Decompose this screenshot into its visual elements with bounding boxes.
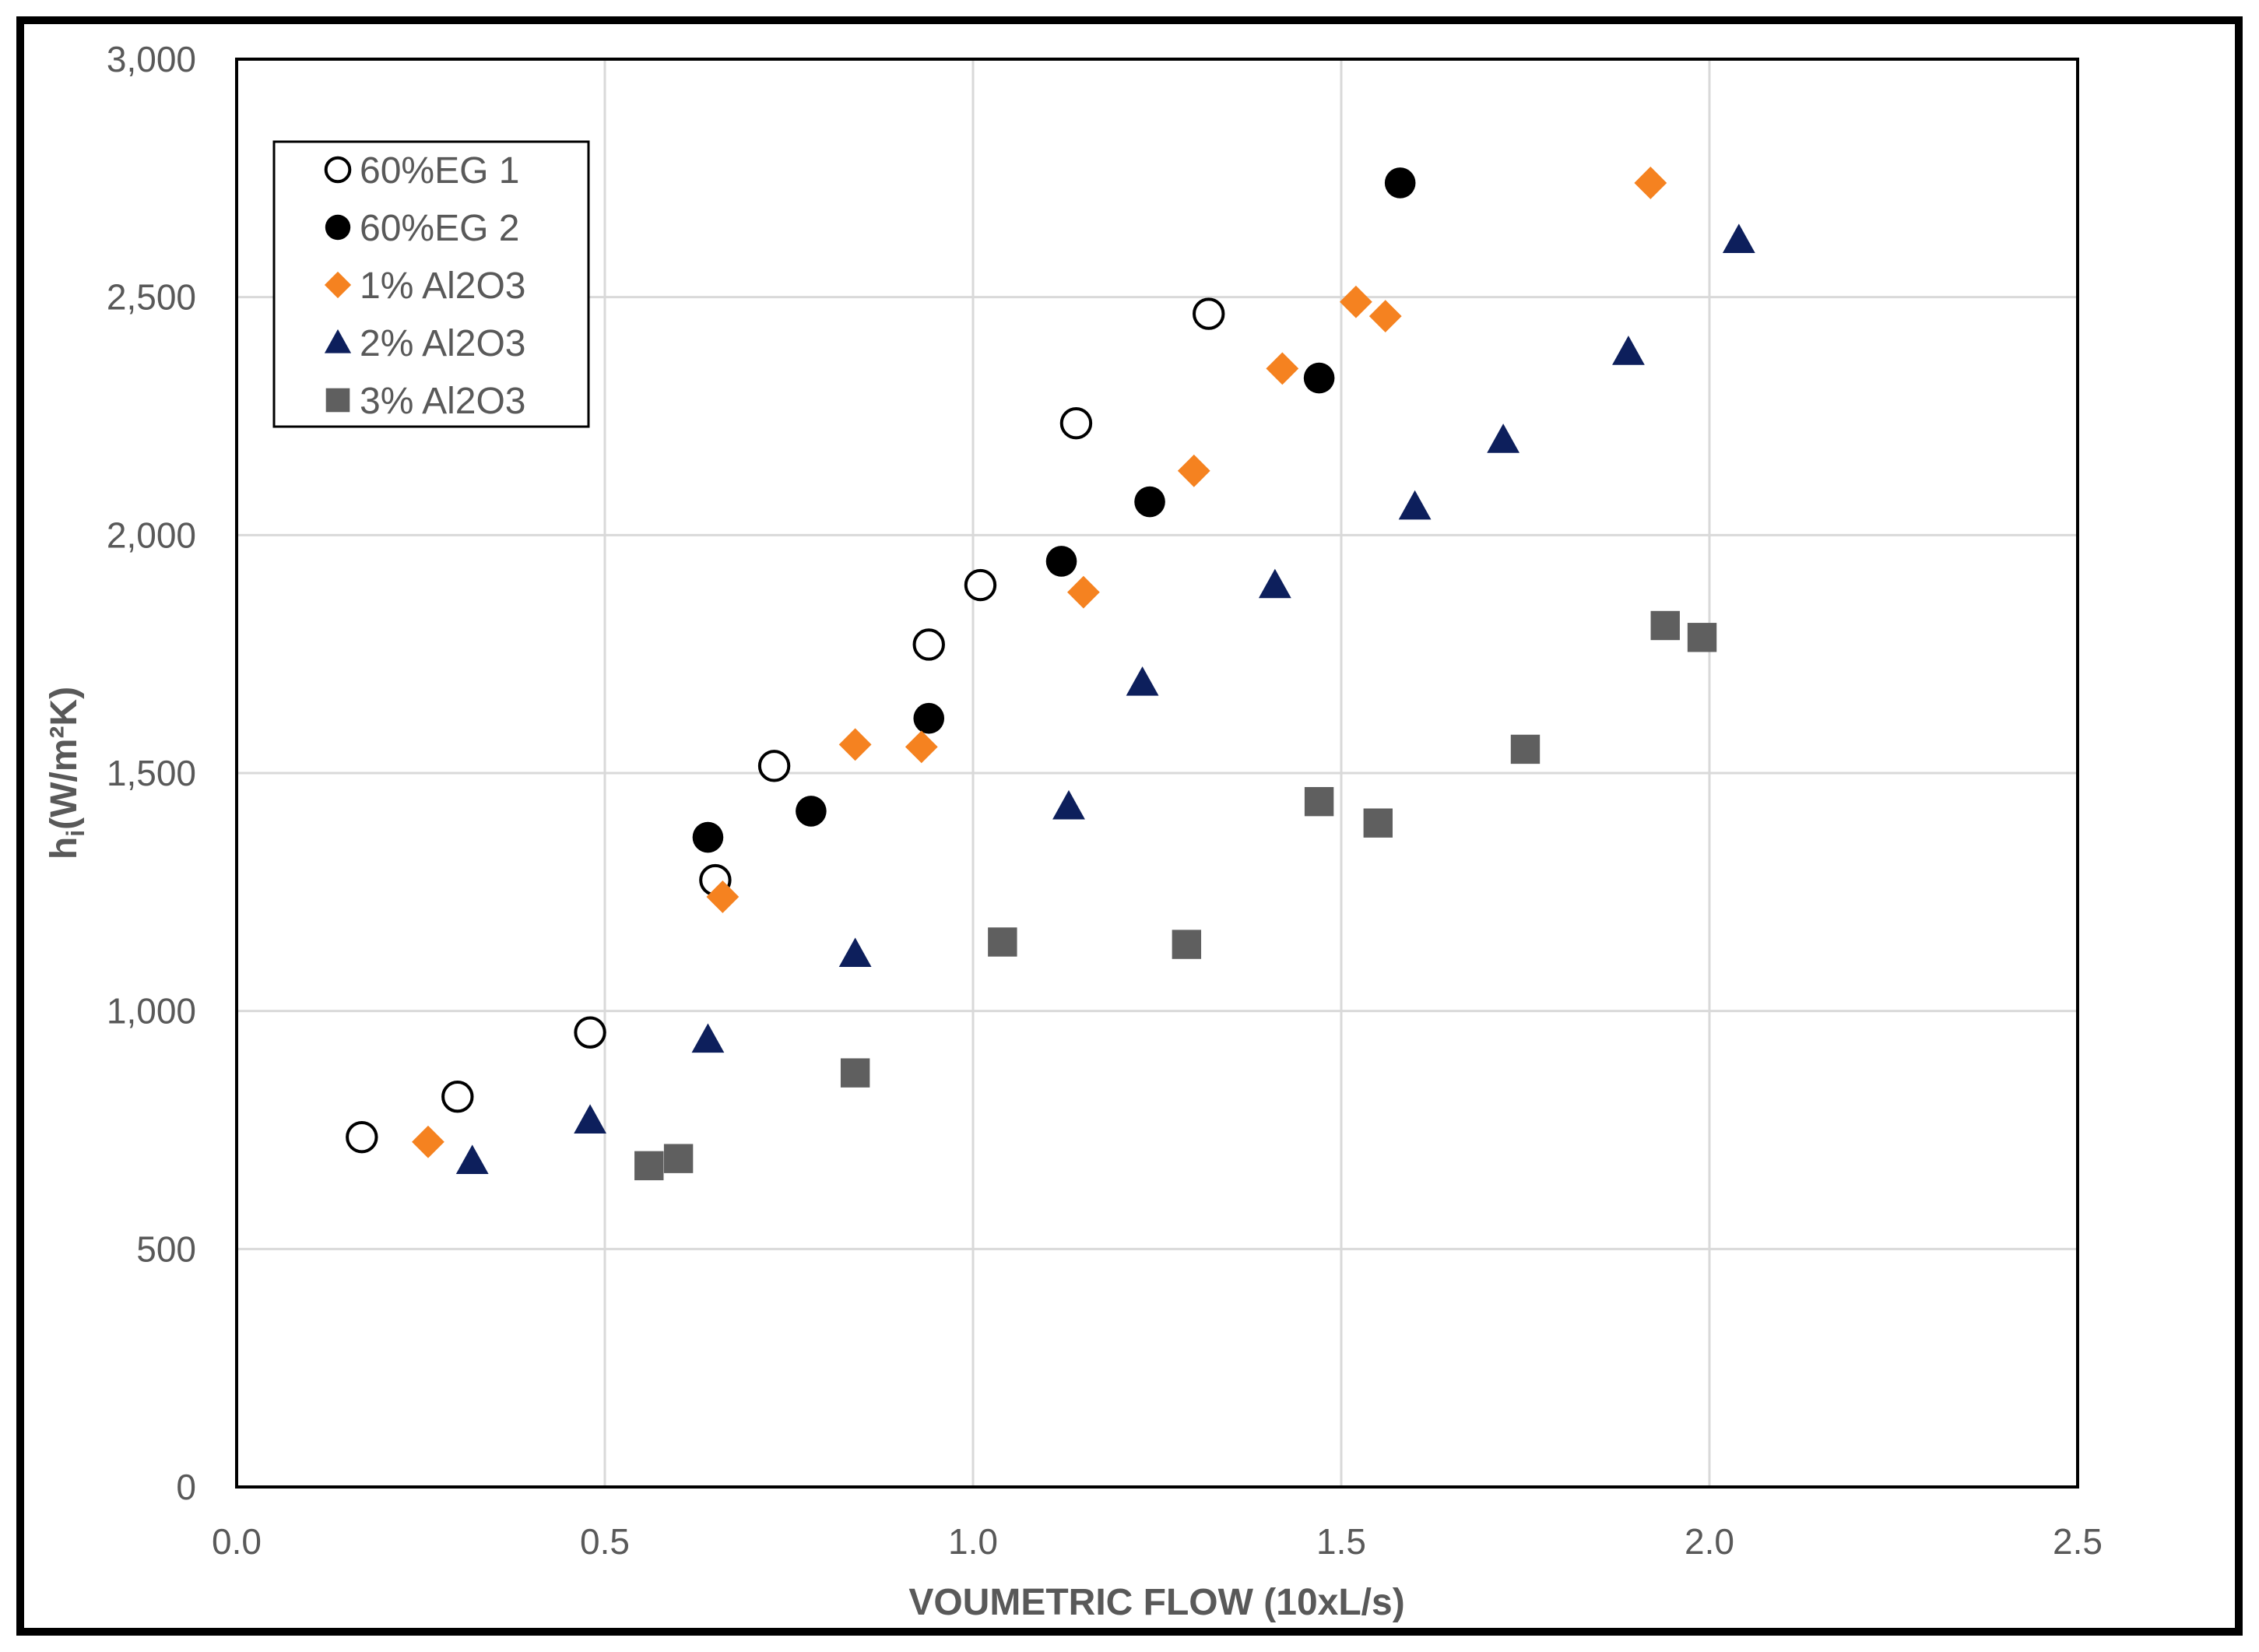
x-tick-label: 2.0	[1685, 1521, 1734, 1562]
data-point	[1722, 223, 1755, 254]
legend-item: 2% Al2O3	[324, 323, 525, 364]
series-2	[692, 167, 1416, 853]
y-tick-label: 500	[136, 1228, 196, 1269]
series-4	[455, 223, 1755, 1174]
data-point	[1258, 568, 1291, 599]
data-point	[412, 1125, 444, 1158]
data-point	[1340, 285, 1372, 318]
series-3	[412, 167, 1667, 1158]
data-point	[1177, 454, 1210, 487]
data-point	[1126, 666, 1159, 696]
data-point	[1052, 789, 1085, 820]
legend-marker	[325, 388, 350, 413]
data-point	[1059, 406, 1093, 440]
data-point	[1687, 623, 1717, 652]
data-point	[346, 1120, 378, 1154]
data-point	[691, 1023, 725, 1053]
data-point	[1193, 297, 1225, 330]
data-point	[441, 1081, 474, 1113]
data-point	[1172, 930, 1202, 959]
data-point	[1612, 336, 1645, 365]
data-point	[1368, 300, 1402, 333]
x-tick-label: 1.5	[1316, 1521, 1366, 1562]
x-tick-label: 1.0	[948, 1521, 998, 1562]
legend: 60%EG 1 60%EG 2 1% Al2O3 2% Al2O3 3% Al2O3	[272, 140, 590, 428]
data-point	[1363, 808, 1393, 838]
data-point	[574, 1104, 606, 1134]
data-point	[574, 1016, 606, 1049]
data-point	[692, 821, 724, 853]
data-point	[1384, 167, 1416, 199]
y-axis-title: hi(W/m²K)	[44, 687, 90, 859]
data-point	[1650, 610, 1680, 641]
plot-area-border	[235, 58, 2079, 1489]
data-point	[1045, 546, 1077, 577]
legend-marker	[324, 156, 352, 184]
data-point	[913, 702, 945, 734]
legend-label: 60%EG 1	[360, 150, 519, 192]
x-tick-label: 2.5	[2053, 1521, 2103, 1562]
y-axis-title-sub: i	[61, 830, 90, 837]
data-point	[988, 927, 1017, 957]
series-1	[346, 297, 1225, 1154]
x-axis-title: VOUMETRIC FLOW (10xL/s)	[908, 1582, 1404, 1623]
legend-items: 60%EG 1 60%EG 2 1% Al2O3 2% Al2O3 3% Al2O3	[324, 150, 525, 422]
data-point	[1134, 486, 1165, 518]
data-point	[840, 1058, 870, 1088]
y-tick-label: 1,000	[107, 991, 196, 1032]
y-axis-title-rest: (W/m²K)	[44, 687, 85, 830]
y-tick-label: 1,500	[107, 753, 196, 793]
legend-label: 1% Al2O3	[360, 265, 525, 307]
data-point	[663, 1144, 694, 1173]
y-tick-label: 3,000	[107, 39, 196, 79]
legend-label: 2% Al2O3	[360, 323, 525, 364]
series-5	[634, 610, 1717, 1181]
data-point	[1510, 734, 1541, 764]
data-point	[1303, 362, 1335, 394]
data-point	[455, 1144, 489, 1174]
data-point	[838, 728, 872, 761]
gridlines	[237, 59, 2078, 1487]
x-axis-tick-labels: 0.0 0.5 1.0 1.5 2.0 2.5	[212, 1521, 2103, 1562]
data-point	[1266, 352, 1299, 385]
legend-item: 60%EG 1	[324, 150, 519, 192]
data-point	[796, 796, 827, 827]
legend-item: 60%EG 2	[325, 208, 519, 249]
y-axis-title-main: h	[44, 837, 85, 859]
data-point	[964, 568, 997, 602]
data-point	[706, 880, 740, 913]
legend-marker	[324, 329, 352, 353]
data-point	[1487, 424, 1520, 453]
data-point	[634, 1151, 664, 1181]
data-point	[838, 937, 872, 968]
y-tick-label: 2,000	[107, 515, 196, 555]
y-tick-label: 2,500	[107, 277, 196, 318]
x-tick-label: 0.0	[212, 1521, 262, 1562]
data-point	[1304, 786, 1334, 817]
data-point	[1634, 167, 1667, 199]
legend-label: 60%EG 2	[360, 208, 519, 249]
data-points	[346, 167, 1755, 1181]
data-point	[912, 628, 945, 661]
data-point	[1067, 575, 1100, 609]
legend-item: 3% Al2O3	[325, 381, 525, 422]
data-point	[757, 750, 791, 782]
legend-marker	[324, 271, 352, 299]
y-axis-tick-labels: 0 500 1,000 1,500 2,000 2,500 3,000	[107, 39, 196, 1507]
legend-label: 3% Al2O3	[360, 381, 525, 422]
legend-item: 1% Al2O3	[324, 265, 525, 307]
legend-marker	[325, 214, 351, 241]
y-tick-label: 0	[176, 1467, 196, 1507]
x-tick-label: 0.5	[580, 1521, 630, 1562]
data-point	[905, 730, 938, 764]
data-point	[1398, 490, 1432, 520]
